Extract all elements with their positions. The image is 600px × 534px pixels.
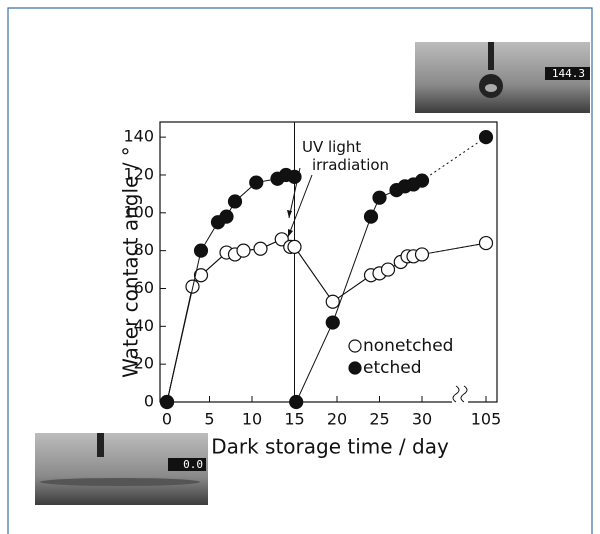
axis-break [452,385,468,403]
point [380,262,396,277]
point [159,394,175,410]
axis-break-gap [452,396,468,406]
uv-annotation: UV light irradiation [302,138,389,174]
point [372,190,387,205]
point [325,315,340,330]
x-tick-label: 25 [369,410,389,429]
y-tick-label: 80 [134,240,154,259]
point [253,241,268,256]
point [414,247,430,262]
legend-label: nonetched [363,336,453,356]
extrapolation-line [421,136,487,182]
y-tick-label: 0 [144,392,154,411]
legend [342,331,446,381]
inset-bottom: 0.0 [35,433,208,505]
x-tick-label: 10 [242,410,262,429]
y-tick-label: 60 [134,278,154,297]
x-tick-label: 30 [412,410,432,429]
y-tick-label: 120 [123,164,154,183]
y-tick-label: 20 [134,354,154,373]
point [249,175,264,190]
point [363,209,379,224]
point [414,173,430,188]
point [219,209,234,224]
point [193,268,209,283]
x-axis-label: Dark storage time / day [211,435,449,459]
point [227,194,243,209]
point [325,294,340,309]
inset-top: 144.3 [415,42,590,113]
extrapolation-line [421,242,487,255]
point [289,394,304,410]
point [478,130,494,145]
legend-marker [348,361,362,375]
x-tick-label: 5 [204,410,214,429]
x-tick-label: 20 [327,410,347,429]
x-tick-label: 105 [471,410,502,429]
y-tick-label: 40 [134,316,154,335]
inset-value: 0.0 [183,458,203,471]
legend-label: etched [363,358,422,378]
legend-marker [348,339,362,353]
x-tick-label: 0 [162,410,172,429]
point [236,243,251,258]
point [478,235,494,251]
point [193,243,209,258]
y-tick-label: 140 [123,127,154,146]
point [287,169,302,184]
x-tick-label: 15 [284,410,304,429]
plot-frame [159,121,498,403]
point [287,239,302,254]
arrowheads [287,210,293,237]
y-axis-label: Water contact angle / ° [119,146,143,378]
frame [7,7,593,534]
inset-value: 144.3 [552,67,585,80]
annotation: UV light irradiation [302,138,389,174]
y-tick-label: 100 [123,202,154,221]
